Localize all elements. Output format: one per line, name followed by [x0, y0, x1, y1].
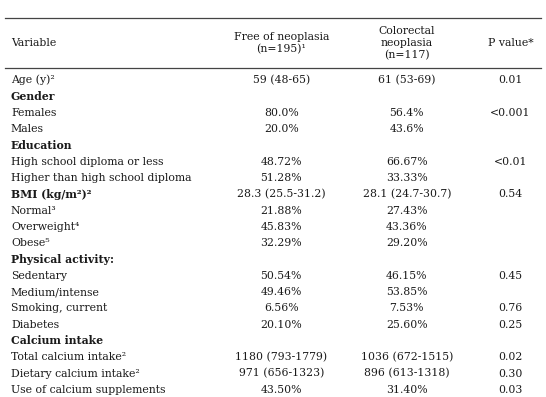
Text: 45.83%: 45.83% — [260, 222, 302, 232]
Text: 29.20%: 29.20% — [386, 238, 428, 248]
Text: 27.43%: 27.43% — [386, 206, 428, 216]
Text: 1180 (793-1779): 1180 (793-1779) — [235, 352, 327, 362]
Text: Higher than high school diploma: Higher than high school diploma — [11, 173, 192, 183]
Text: P value*: P value* — [488, 38, 533, 48]
Text: 53.85%: 53.85% — [386, 287, 428, 297]
Text: 0.45: 0.45 — [498, 271, 523, 281]
Text: 33.33%: 33.33% — [386, 173, 428, 183]
Text: 61 (53-69): 61 (53-69) — [378, 75, 436, 85]
Text: 46.15%: 46.15% — [386, 271, 428, 281]
Text: Calcium intake: Calcium intake — [11, 335, 103, 347]
Text: Diabetes: Diabetes — [11, 320, 59, 330]
Text: 49.46%: 49.46% — [260, 287, 302, 297]
Text: Education: Education — [11, 140, 73, 151]
Text: Females: Females — [11, 108, 56, 118]
Text: Overweight⁴: Overweight⁴ — [11, 222, 79, 232]
Text: 59 (48-65): 59 (48-65) — [253, 75, 310, 85]
Text: 0.54: 0.54 — [498, 189, 523, 199]
Text: 21.88%: 21.88% — [260, 206, 302, 216]
Text: 971 (656-1323): 971 (656-1323) — [239, 368, 324, 379]
Text: BMI (kg/m²)²: BMI (kg/m²)² — [11, 189, 91, 200]
Text: <0.01: <0.01 — [494, 157, 527, 167]
Text: Age (y)²: Age (y)² — [11, 75, 55, 85]
Text: 32.29%: 32.29% — [260, 238, 302, 248]
Text: 0.02: 0.02 — [498, 352, 523, 362]
Text: Total calcium intake²: Total calcium intake² — [11, 352, 126, 362]
Text: 0.76: 0.76 — [498, 303, 523, 313]
Text: 20.10%: 20.10% — [260, 320, 302, 330]
Text: Normal³: Normal³ — [11, 206, 57, 216]
Text: Variable: Variable — [11, 38, 56, 48]
Text: 56.4%: 56.4% — [389, 108, 424, 118]
Text: Sedentary: Sedentary — [11, 271, 67, 281]
Text: Physical activity:: Physical activity: — [11, 254, 114, 265]
Text: Males: Males — [11, 124, 44, 134]
Text: Smoking, current: Smoking, current — [11, 303, 107, 313]
Text: 51.28%: 51.28% — [260, 173, 302, 183]
Text: Free of neoplasia
(n=195)¹: Free of neoplasia (n=195)¹ — [234, 32, 329, 54]
Text: 6.56%: 6.56% — [264, 303, 299, 313]
Text: Obese⁵: Obese⁵ — [11, 238, 50, 248]
Text: 50.54%: 50.54% — [260, 271, 302, 281]
Text: 1036 (672-1515): 1036 (672-1515) — [360, 352, 453, 362]
Text: Medium/intense: Medium/intense — [11, 287, 100, 297]
Text: 28.3 (25.5-31.2): 28.3 (25.5-31.2) — [237, 189, 325, 199]
Text: 80.0%: 80.0% — [264, 108, 299, 118]
Text: 28.1 (24.7-30.7): 28.1 (24.7-30.7) — [363, 189, 451, 199]
Text: <0.001: <0.001 — [490, 108, 531, 118]
Text: 0.03: 0.03 — [498, 385, 523, 395]
Text: 31.40%: 31.40% — [386, 385, 428, 395]
Text: 20.0%: 20.0% — [264, 124, 299, 134]
Text: 43.50%: 43.50% — [260, 385, 302, 395]
Text: 48.72%: 48.72% — [260, 157, 302, 167]
Text: Colorectal
neoplasia
(n=117): Colorectal neoplasia (n=117) — [378, 26, 435, 60]
Text: 43.36%: 43.36% — [386, 222, 428, 232]
Text: 66.67%: 66.67% — [386, 157, 428, 167]
Text: Use of calcium supplements: Use of calcium supplements — [11, 385, 165, 395]
Text: 0.01: 0.01 — [498, 75, 523, 85]
Text: 7.53%: 7.53% — [389, 303, 424, 313]
Text: 0.25: 0.25 — [498, 320, 523, 330]
Text: 0.30: 0.30 — [498, 368, 523, 379]
Text: 25.60%: 25.60% — [386, 320, 428, 330]
Text: Dietary calcium intake²: Dietary calcium intake² — [11, 368, 140, 379]
Text: High school diploma or less: High school diploma or less — [11, 157, 163, 167]
Text: 896 (613-1318): 896 (613-1318) — [364, 368, 449, 379]
Text: 43.6%: 43.6% — [389, 124, 424, 134]
Text: Gender: Gender — [11, 91, 56, 102]
